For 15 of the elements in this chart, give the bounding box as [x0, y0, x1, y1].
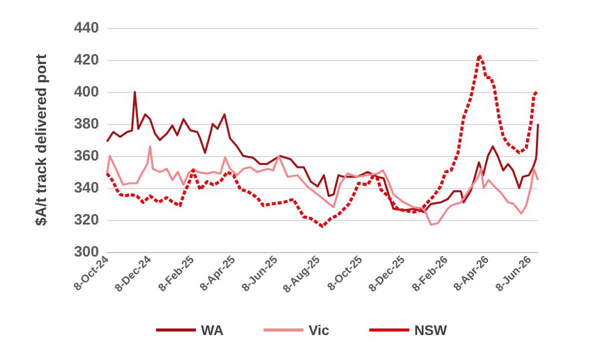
- legend-label: Vic: [308, 322, 330, 338]
- y-tick-label: 380: [74, 116, 99, 132]
- y-tick-label: 360: [74, 148, 99, 164]
- y-tick-label: 320: [74, 212, 99, 228]
- y-tick-label: 420: [74, 52, 99, 68]
- line-series: [106, 91, 539, 213]
- line-series: [106, 145, 539, 226]
- legend-label: NSW: [414, 322, 448, 338]
- y-tick-label: 300: [74, 244, 99, 260]
- legend-label: WA: [201, 322, 224, 338]
- y-tick-label: 400: [74, 84, 99, 100]
- y-tick-label: 340: [74, 180, 99, 196]
- y-tick-label: 440: [74, 20, 99, 36]
- line-series: [106, 54, 540, 228]
- y-axis-title: $A/t track delivered port: [33, 54, 50, 226]
